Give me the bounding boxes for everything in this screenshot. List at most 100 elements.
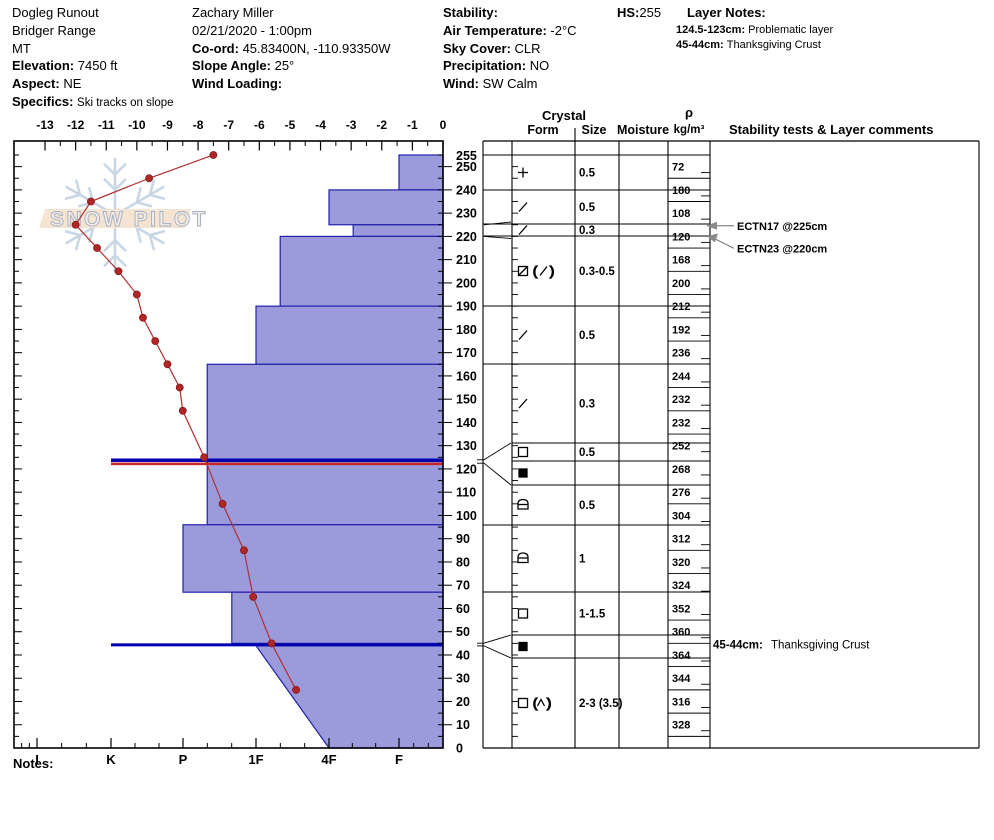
hardness-bar: [279, 235, 444, 307]
hardness-axis-label: 1F: [248, 752, 263, 767]
hardness-bar: [328, 189, 444, 226]
crystal-size-value: 0.3: [579, 225, 595, 237]
temperature-point: [71, 220, 80, 229]
crystal-form-symbol: [517, 552, 529, 564]
temperature-point: [132, 290, 141, 299]
density-value: 312: [672, 534, 690, 546]
density-value: 200: [672, 278, 690, 290]
temp-axis-label: -7: [223, 118, 234, 132]
density-value: 316: [672, 696, 690, 708]
snowpilot-watermark: SNOW PILOT: [39, 157, 208, 273]
air-temp-row: Air Temperature: -2°C: [443, 22, 577, 38]
pit-name: Dogleg Runout: [12, 5, 99, 20]
col-header-density: ρ: [685, 105, 693, 120]
hardness-axis-label: I: [35, 752, 39, 767]
density-value: 276: [672, 487, 690, 499]
density-value: 244: [672, 371, 691, 383]
chart-axes: [13, 140, 452, 749]
depth-axis-label: 240: [456, 183, 477, 197]
crystal-form-symbol: [517, 498, 529, 510]
temp-axis-label: -1: [407, 118, 418, 132]
depth-axis-label: 50: [456, 625, 470, 639]
crystal-form-symbol: [518, 398, 528, 409]
temperature-point: [218, 499, 227, 508]
wind-row: Wind: SW Calm: [443, 76, 538, 92]
depth-axis-label: 100: [456, 509, 477, 523]
temp-axis-label: 0: [440, 118, 447, 132]
density-value: 236: [672, 348, 690, 360]
crystal-form-symbol: [518, 202, 528, 212]
density-value: 344: [672, 673, 691, 685]
thin-crust-band: [111, 458, 443, 462]
temperature-point: [200, 453, 209, 462]
layer-notes-title: Layer Notes:: [687, 5, 766, 20]
depth-axis-label: 190: [456, 300, 477, 314]
density-value: 320: [672, 557, 690, 569]
col-header-size: Size: [581, 123, 606, 137]
hardness-axis-label: F: [395, 752, 403, 767]
depth-axis-label: 180: [456, 323, 477, 337]
temperature-point: [163, 360, 172, 369]
depth-axis-label: 70: [456, 579, 470, 593]
col-header-form: Form: [527, 123, 558, 137]
temp-axis-label: -2: [376, 118, 387, 132]
slope-angle-row: Slope Angle: 25°: [192, 58, 295, 74]
hardness-bar: [255, 305, 444, 365]
crystal-forms: ()(): [517, 167, 555, 711]
problematic-layer-marker: [111, 462, 443, 466]
temp-axis-label: -4: [315, 118, 326, 132]
depth-axis-label: 60: [456, 602, 470, 616]
depth-axis-label: 255: [456, 149, 477, 163]
hardness-bar: [398, 154, 444, 191]
col-header-density-unit: kg/m³: [674, 124, 705, 136]
crystal-size-value: 1: [579, 554, 586, 566]
crystal-size-value: 0.5: [579, 168, 596, 180]
depth-axis-label: 210: [456, 253, 477, 267]
elevation-row: Elevation: 7450 ft: [12, 58, 118, 74]
col-header-moisture: Moisture: [617, 123, 669, 137]
depth-leader-lines: [477, 221, 512, 659]
density-value: 168: [672, 255, 690, 267]
col-header-comments: Stability tests & Layer comments: [729, 122, 933, 137]
crystal-form-symbol: (): [517, 696, 552, 711]
temperature-point: [240, 546, 248, 555]
observer-name: Zachary Miller: [192, 5, 274, 20]
depth-axis-label: 110: [456, 486, 476, 500]
arrow-left-icon: [706, 221, 717, 230]
layer-comment-range: 45-44cm:: [713, 640, 763, 652]
density-value: 232: [672, 417, 690, 429]
crystal-form-symbol: [518, 330, 528, 340]
datetime: 02/21/2020 - 1:00pm: [192, 22, 312, 38]
header-location-block: Dogleg Runout Bridger Range MT Elevation…: [12, 4, 174, 113]
depth-axis-label: 230: [456, 207, 477, 221]
watermark-text: SNOW PILOT: [50, 208, 208, 231]
depth-axis-label: 20: [456, 695, 470, 709]
depth-axis-label: 160: [456, 369, 477, 383]
temperature-point: [209, 151, 218, 159]
hardness-axis-label: K: [106, 752, 116, 767]
aspect-row: Aspect: NE: [12, 76, 82, 92]
layer-notes-block: 124.5-123cm: Problematic layer 45-44cm: …: [676, 23, 833, 52]
crystal-form-symbol: [518, 468, 528, 478]
hardness-bars: [111, 154, 444, 749]
stability-test-label: ECTN23 @220cm: [737, 243, 827, 255]
svg-text:(: (: [533, 265, 538, 279]
temperature-point: [178, 406, 187, 415]
temp-axis-label: -12: [67, 118, 85, 132]
crystal-size-value: 1-1.5: [579, 609, 606, 621]
header-observer-block: Zachary Miller 02/21/2020 - 1:00pm Co-or…: [192, 4, 390, 93]
depth-axis-label: 80: [456, 555, 470, 569]
temperature-profile: [71, 151, 300, 694]
crystal-size-value: 0.5: [579, 202, 596, 214]
notes-label: Notes:: [13, 756, 54, 771]
hardness-bar: [231, 591, 444, 644]
density-value: 108: [672, 208, 690, 220]
density-value: 252: [672, 441, 690, 453]
crystal-table: [482, 128, 980, 749]
depth-axis-label: 200: [456, 276, 477, 290]
depth-axis-label: 10: [456, 718, 470, 732]
depth-axis-label: 0: [456, 742, 463, 756]
density-value: 364: [672, 650, 691, 662]
crystal-size-value: 0.3: [579, 399, 595, 411]
temp-axis-label: -10: [128, 118, 146, 132]
